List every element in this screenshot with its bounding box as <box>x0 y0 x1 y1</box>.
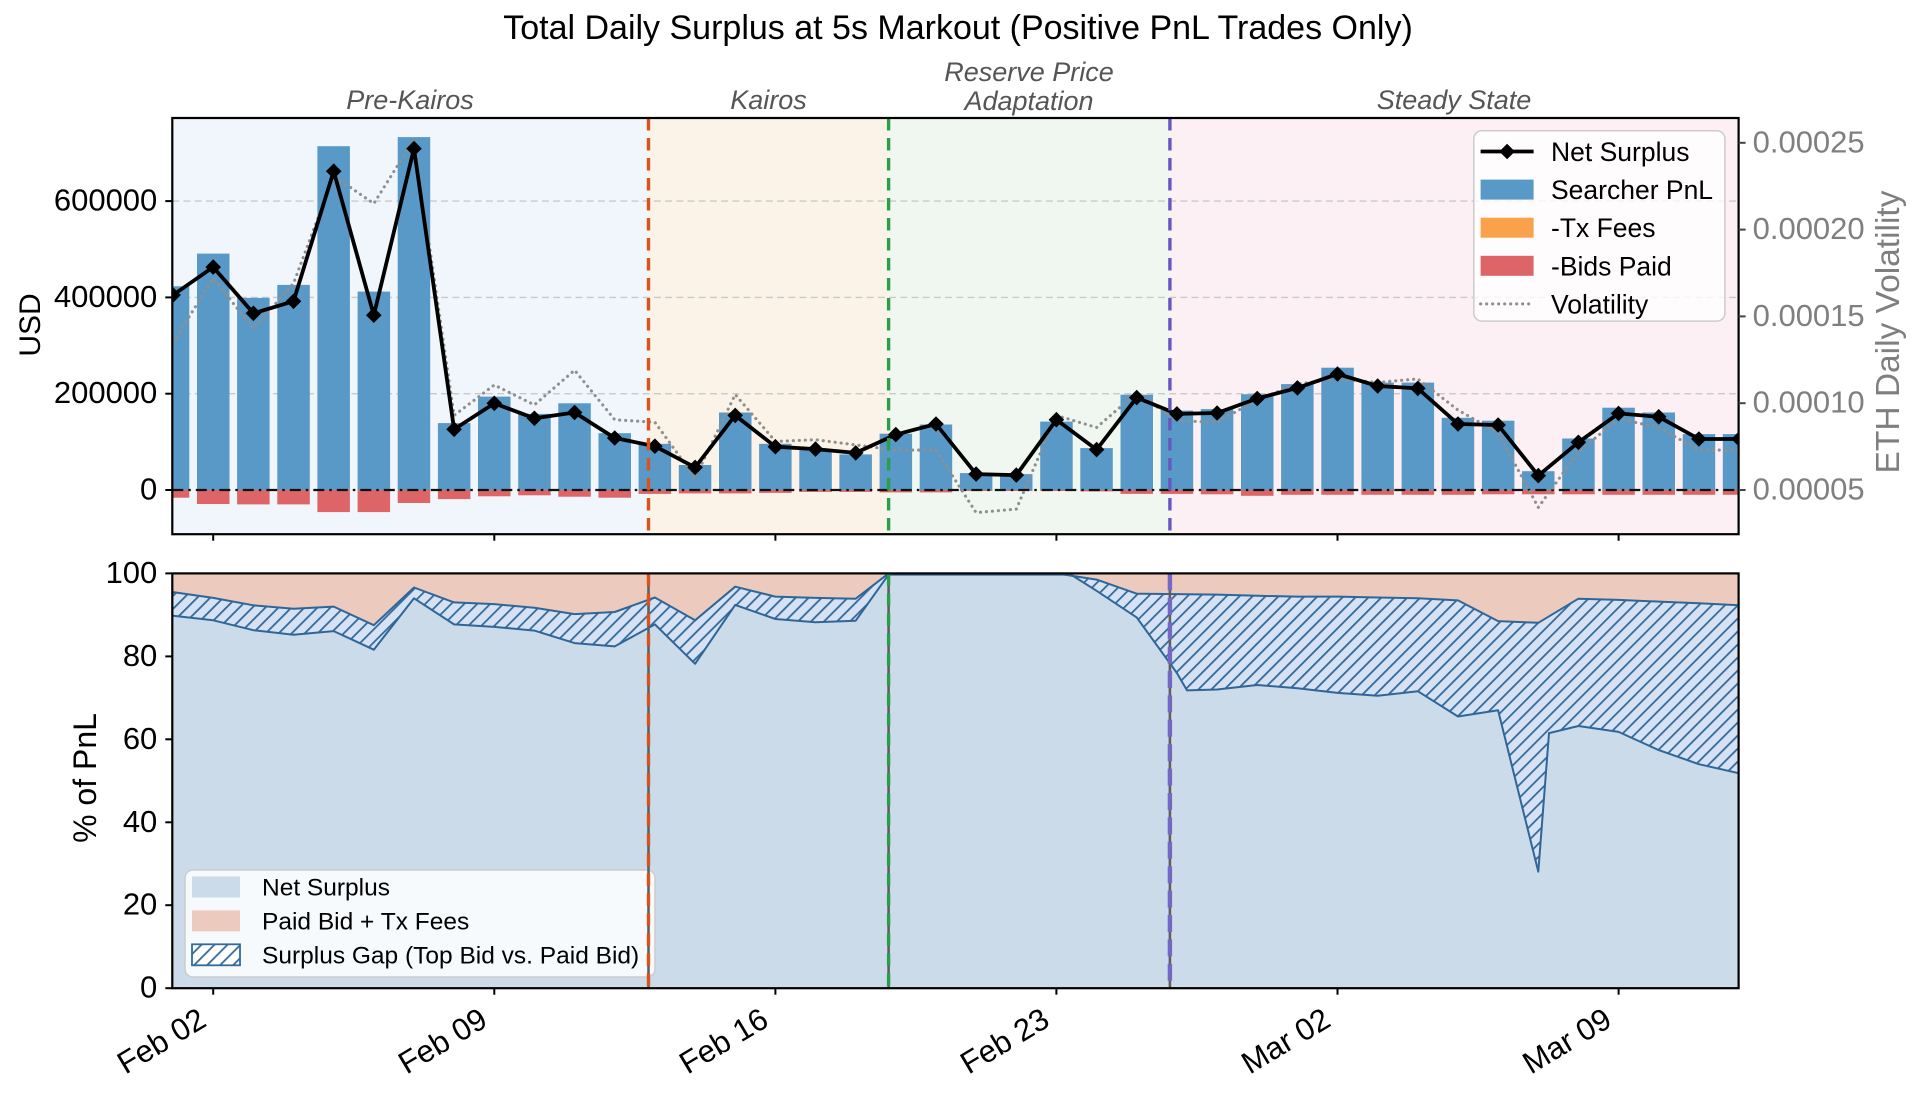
svg-text:400000: 400000 <box>54 279 157 314</box>
svg-text:Pre-Kairos: Pre-Kairos <box>346 85 474 115</box>
svg-text:60: 60 <box>123 721 157 756</box>
svg-text:Reserve Price: Reserve Price <box>944 57 1114 87</box>
svg-text:Total Daily Surplus at 5s Mark: Total Daily Surplus at 5s Markout (Posit… <box>503 9 1413 47</box>
svg-text:200000: 200000 <box>54 375 157 410</box>
svg-text:Kairos: Kairos <box>730 85 807 115</box>
svg-text:20: 20 <box>123 887 157 922</box>
svg-text:0.00015: 0.00015 <box>1753 298 1865 333</box>
svg-text:0: 0 <box>140 970 157 1005</box>
svg-text:% of PnL: % of PnL <box>67 713 103 843</box>
svg-text:600000: 600000 <box>54 183 157 218</box>
svg-text:0.00010: 0.00010 <box>1753 385 1865 420</box>
svg-text:Adaptation: Adaptation <box>962 86 1093 116</box>
svg-text:Paid Bid + Tx Fees: Paid Bid + Tx Fees <box>262 909 469 936</box>
svg-text:Volatility: Volatility <box>1551 289 1649 319</box>
svg-text:0.00005: 0.00005 <box>1753 472 1865 507</box>
svg-text:40: 40 <box>123 804 157 839</box>
svg-text:Surplus Gap (Top Bid vs. Paid: Surplus Gap (Top Bid vs. Paid Bid) <box>262 943 639 970</box>
svg-text:Net Surplus: Net Surplus <box>262 875 390 902</box>
svg-text:0.00020: 0.00020 <box>1753 211 1865 246</box>
svg-text:0.00025: 0.00025 <box>1753 124 1865 159</box>
svg-text:-Bids Paid: -Bids Paid <box>1551 251 1672 281</box>
svg-text:0: 0 <box>140 472 157 507</box>
svg-text:ETH Daily Volatility: ETH Daily Volatility <box>1870 190 1907 473</box>
svg-text:USD: USD <box>14 293 47 356</box>
svg-text:Net Surplus: Net Surplus <box>1551 137 1689 167</box>
svg-text:80: 80 <box>123 638 157 673</box>
svg-text:100: 100 <box>106 555 158 590</box>
svg-text:Searcher PnL: Searcher PnL <box>1551 175 1713 205</box>
svg-text:Steady State: Steady State <box>1377 85 1532 115</box>
svg-text:-Tx Fees: -Tx Fees <box>1551 213 1656 243</box>
